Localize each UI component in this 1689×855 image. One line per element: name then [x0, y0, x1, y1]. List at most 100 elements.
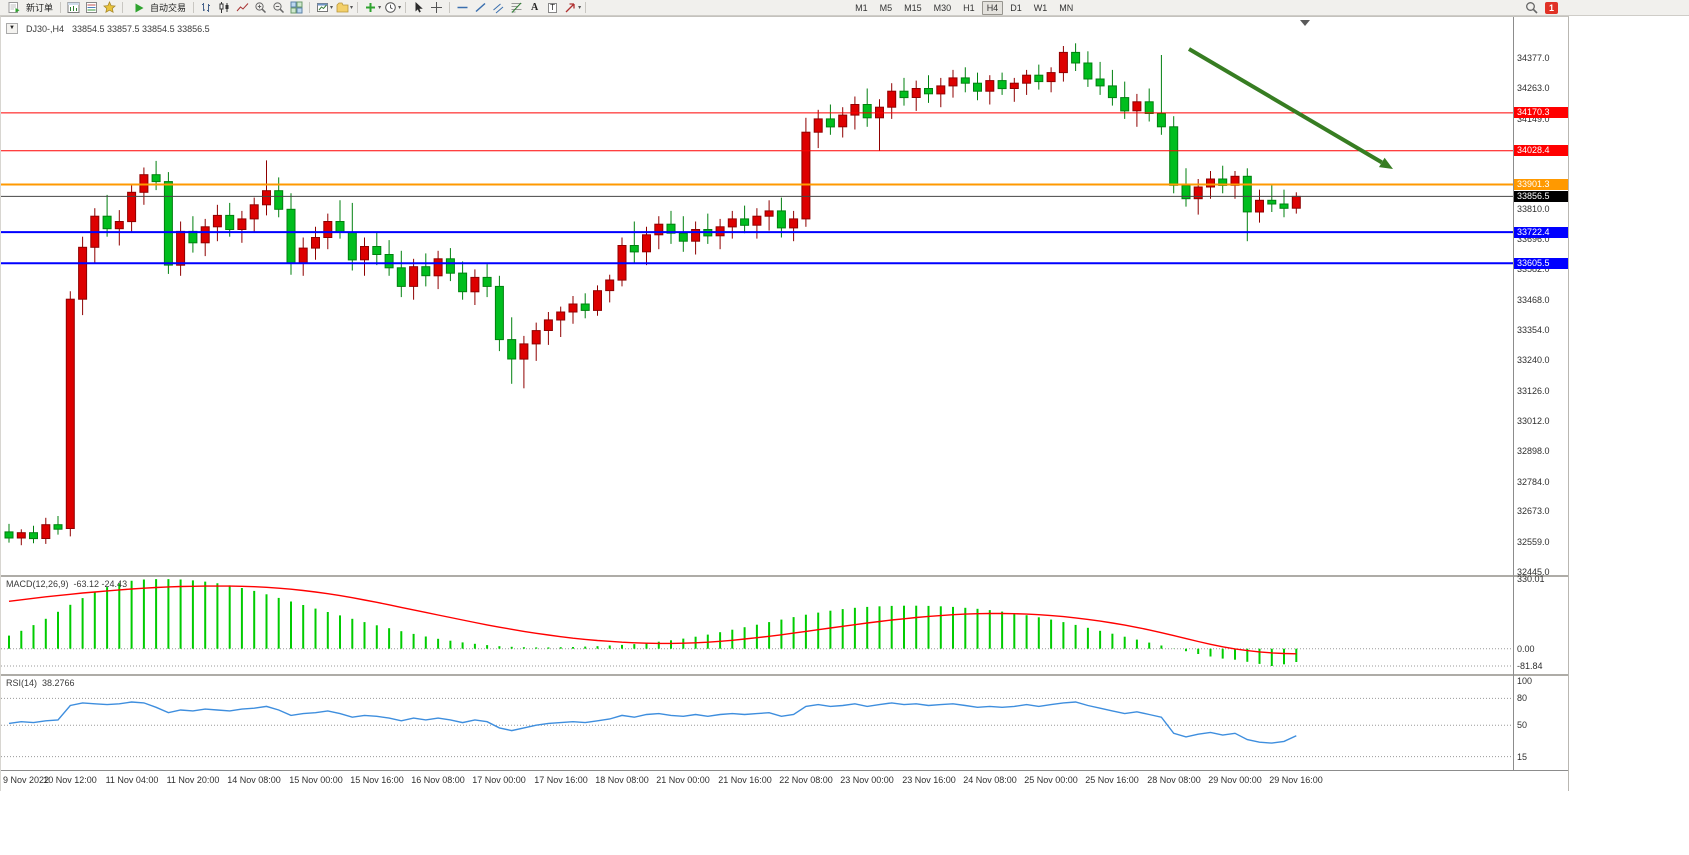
pane-divider[interactable] [1, 575, 1568, 577]
timeframe-button-H1[interactable]: H1 [963, 2, 975, 13]
candle[interactable] [911, 80, 921, 111]
candle[interactable] [605, 274, 615, 303]
equidistant-channel-icon[interactable] [490, 0, 507, 15]
candle[interactable] [801, 117, 811, 227]
timeframes-clock-icon[interactable] [382, 0, 399, 15]
candle[interactable] [715, 218, 725, 250]
market-watch-icon[interactable] [83, 0, 100, 15]
candle[interactable] [642, 226, 651, 266]
timeframe-button-M5[interactable]: M5 [879, 2, 893, 13]
candle[interactable] [825, 104, 835, 135]
candle[interactable] [1267, 184, 1277, 212]
candle[interactable] [997, 72, 1007, 95]
time-axis[interactable]: 9 Nov 2022 10 Nov 12:00 11 Nov 04:00 11 Nov… [1, 770, 1568, 791]
candle[interactable] [1279, 189, 1289, 218]
candle[interactable] [29, 525, 38, 544]
cursor-icon[interactable] [410, 0, 427, 15]
candle[interactable] [985, 75, 995, 105]
candle[interactable] [1107, 69, 1117, 106]
candle[interactable] [556, 306, 566, 337]
candle[interactable] [789, 210, 799, 242]
price-axis[interactable]: 34377.0 34263.0 34149.0 33810.0 33696.0 33582… [1514, 17, 1568, 577]
candle[interactable] [139, 167, 149, 205]
bars-chart-icon[interactable] [198, 0, 215, 15]
search-icon[interactable] [1523, 0, 1540, 15]
candle[interactable] [458, 261, 468, 300]
candle[interactable] [225, 202, 235, 237]
text-icon[interactable]: A [530, 1, 539, 13]
candle[interactable] [691, 221, 701, 255]
candle[interactable] [127, 184, 137, 233]
candle[interactable] [347, 202, 357, 271]
candle[interactable] [519, 335, 529, 389]
candle[interactable] [887, 83, 897, 119]
candle[interactable] [1255, 189, 1264, 223]
candle[interactable] [752, 208, 762, 239]
line-chart-icon[interactable] [234, 0, 251, 15]
macd-plot[interactable] [1, 577, 1513, 674]
candle[interactable] [1071, 43, 1081, 71]
candle[interactable] [445, 248, 455, 282]
trendline-icon[interactable] [472, 0, 489, 15]
candle[interactable] [176, 221, 186, 276]
horizontal-line-icon[interactable] [454, 0, 471, 15]
price-plot[interactable] [1, 17, 1513, 575]
candle[interactable] [494, 275, 504, 352]
candlestick-chart-icon[interactable] [216, 0, 233, 15]
candle[interactable] [114, 210, 124, 246]
candle[interactable] [470, 269, 480, 305]
candle[interactable] [409, 258, 419, 300]
candle[interactable] [580, 293, 590, 319]
autotrading-button[interactable]: 自动交易 [127, 1, 189, 15]
candle[interactable] [936, 77, 946, 108]
notification-badge[interactable]: 1 [1544, 1, 1558, 14]
zoom-in-icon[interactable] [252, 0, 269, 15]
candle[interactable] [1083, 51, 1093, 87]
candle[interactable] [151, 160, 161, 191]
charts-icon[interactable] [65, 0, 82, 15]
pane-divider[interactable] [1, 674, 1568, 676]
candle[interactable] [593, 285, 602, 316]
candle[interactable] [948, 69, 958, 98]
candle[interactable] [200, 218, 210, 257]
timeframe-button-W1[interactable]: W1 [1033, 2, 1048, 13]
candle[interactable] [102, 194, 112, 237]
candle[interactable] [1156, 55, 1166, 135]
candle[interactable] [1218, 165, 1228, 194]
new-chart-caret-icon[interactable]: ▾ [330, 5, 334, 11]
timeframes-caret-icon[interactable]: ▾ [398, 5, 402, 11]
candle[interactable] [249, 197, 259, 233]
candle[interactable] [813, 109, 823, 149]
fibonacci-icon[interactable] [508, 0, 525, 15]
candle[interactable] [1009, 77, 1019, 102]
candle[interactable] [212, 204, 222, 242]
candle[interactable] [1095, 61, 1105, 95]
candle[interactable] [482, 264, 492, 298]
candle[interactable] [838, 107, 848, 138]
candle[interactable] [163, 172, 173, 274]
candle[interactable] [1291, 192, 1301, 214]
new-order-button[interactable]: 新订单 [3, 1, 56, 15]
candle[interactable] [703, 213, 713, 244]
candle[interactable] [862, 88, 872, 127]
candle[interactable] [568, 296, 578, 324]
candle[interactable] [78, 236, 88, 316]
candle[interactable] [764, 200, 774, 231]
navigator-icon[interactable] [101, 0, 118, 15]
candle[interactable] [90, 208, 100, 264]
candle[interactable] [53, 516, 63, 535]
candle[interactable] [740, 205, 750, 234]
candle[interactable] [4, 523, 14, 543]
candle[interactable] [298, 237, 308, 276]
candle[interactable] [960, 67, 970, 93]
add-indicator-caret-icon[interactable]: ▾ [378, 5, 382, 11]
rsi-plot[interactable] [1, 676, 1513, 770]
timeframe-button-M15[interactable]: M15 [904, 2, 922, 13]
candle[interactable] [776, 197, 786, 238]
crosshair-icon[interactable] [428, 0, 445, 15]
candle[interactable] [1034, 64, 1044, 90]
candle[interactable] [727, 210, 737, 239]
candle[interactable] [1058, 46, 1068, 82]
one-click-trading-toggle[interactable]: ▼ [6, 23, 18, 34]
timeframe-button-M1[interactable]: M1 [855, 2, 868, 13]
